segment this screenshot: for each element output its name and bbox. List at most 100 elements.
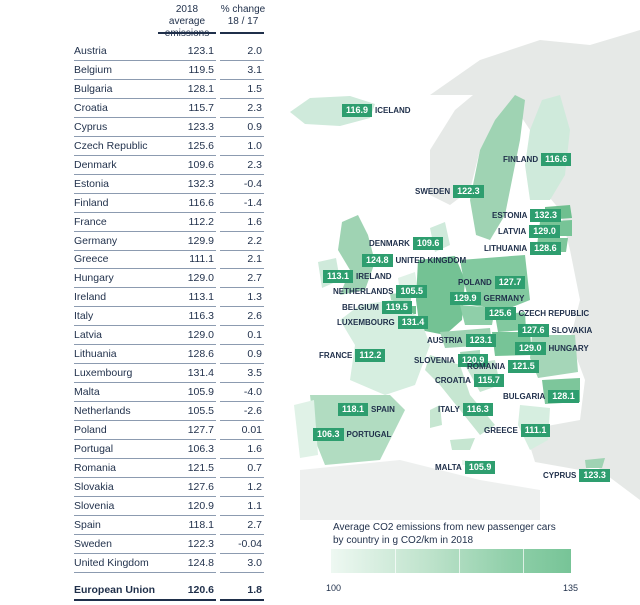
emissions-value: 119.5 [188, 63, 215, 76]
table-row: France 112.2 1.6 [0, 213, 300, 232]
row-divider [220, 401, 264, 403]
map-country-name: POLAND [458, 277, 492, 287]
map-value-badge: 116.6 [541, 152, 572, 166]
row-divider [220, 97, 264, 99]
map-value-badge: 128.1 [548, 389, 579, 403]
table-row: Hungary 129.0 2.7 [0, 269, 300, 289]
map-label-spain: 118.1 SPAIN [338, 402, 398, 416]
map-value-badge: 105.5 [396, 284, 427, 298]
country-name: Bulgaria [74, 82, 113, 95]
legend-title-line2: by country in g CO2/km in 2018 [333, 535, 474, 546]
percent-change-value: 0.01 [241, 424, 262, 436]
map-country-name: LUXEMBOURG [337, 317, 395, 327]
row-divider [74, 439, 216, 440]
table-row: Malta 105.9 -4.0 [0, 383, 300, 403]
total-change: 1.8 [247, 584, 262, 596]
emissions-value: 129.0 [187, 272, 214, 285]
land-sicily [450, 438, 475, 450]
emissions-value: 112.2 [188, 215, 215, 228]
map-label-malta: MALTA 105.9 [432, 460, 496, 474]
map-label-hungary: 129.0 HUNGARY [515, 341, 592, 355]
row-divider [220, 571, 264, 573]
row-divider [74, 599, 216, 601]
map-label-estonia: ESTONIA 132.3 [489, 208, 561, 222]
map-value-badge: 119.5 [381, 300, 412, 314]
map-label-sweden: SWEDEN 122.3 [412, 184, 484, 198]
table-row: Romania 121.5 0.7 [0, 459, 300, 478]
total-country: European Union [74, 584, 156, 596]
map-country-name: CZECH REPUBLIC [518, 308, 590, 318]
percent-change-value: 0.9 [247, 120, 262, 133]
map-value-badge: 129.0 [515, 341, 546, 355]
map-label-croatia: CROATIA 115.7 [432, 373, 504, 387]
percent-change-value: 1.2 [247, 480, 262, 493]
percent-change-value: -1.4 [243, 196, 262, 209]
table-row: Lithuania 128.6 0.9 [0, 345, 300, 365]
row-divider [74, 78, 216, 80]
emissions-value: 113.1 [188, 291, 215, 304]
row-divider [74, 192, 216, 194]
land-finland [525, 95, 570, 200]
country-name: Poland [74, 424, 107, 436]
emissions-value: 128.6 [187, 348, 214, 361]
map-country-name: CYPRUS [543, 470, 577, 480]
emissions-value: 120.9 [187, 499, 214, 512]
emissions-value: 118.1 [188, 518, 215, 531]
row-divider [74, 306, 216, 308]
map-value-badge: 118.1 [338, 402, 369, 416]
percent-change-value: 1.6 [247, 215, 262, 228]
emissions-value: 123.3 [187, 120, 214, 133]
land-sardinia [430, 405, 442, 428]
country-name: Slovenia [74, 499, 115, 512]
legend-title: Average CO2 emissions from new passenger… [333, 521, 593, 547]
map-country-name: SLOVENIA [414, 355, 455, 365]
table-row: Austria 123.1 2.0 [0, 42, 300, 61]
row-divider [220, 457, 264, 459]
map-country-name: GREECE [484, 425, 518, 435]
country-name: Ireland [74, 291, 107, 304]
row-divider [220, 306, 264, 308]
land-norway [430, 70, 535, 205]
row-divider [220, 230, 264, 232]
percent-change-value: 3.5 [247, 367, 262, 380]
map-value-badge: 123.3 [579, 468, 610, 482]
country-name: Latvia [74, 329, 103, 342]
row-divider [74, 344, 216, 346]
map-value-badge: 105.9 [464, 460, 496, 474]
table-row: Belgium 119.5 3.1 [0, 61, 300, 80]
land-portugal [294, 400, 318, 458]
map-label-czech-republic: 125.6 CZECH REPUBLIC [485, 306, 592, 320]
map-label-finland: FINLAND 116.6 [500, 152, 572, 166]
percent-change-value: 0.7 [247, 461, 262, 474]
country-name: Spain [74, 518, 101, 531]
map-country-name: HUNGARY [548, 343, 589, 353]
percent-change-value: 2.1 [247, 253, 262, 266]
map-value-badge: 112.2 [355, 348, 386, 362]
legend-color-scale [331, 549, 571, 573]
map-label-cyprus: CYPRUS 123.3 [540, 468, 610, 482]
row-divider [220, 552, 264, 554]
row-divider [220, 439, 264, 440]
land-non-eu [430, 30, 640, 500]
map-value-badge: 116.3 [462, 402, 493, 416]
map-value-badge: 122.3 [453, 184, 484, 198]
land-africa [300, 460, 540, 520]
percent-change-value: 1.1 [247, 499, 262, 512]
map-country-name: SWEDEN [415, 186, 451, 196]
percent-change-value: 2.2 [247, 234, 262, 247]
map-label-bulgaria: BULGARIA 128.1 [500, 389, 579, 403]
map-country-name: GERMANY [483, 293, 525, 303]
table-row: Portugal 106.3 1.6 [0, 440, 300, 459]
row-divider [74, 268, 216, 270]
map-shapes [290, 30, 640, 520]
row-divider [220, 78, 264, 80]
percent-change-value: 1.3 [247, 291, 262, 304]
map-label-romania: ROMANIA 121.5 [464, 359, 539, 373]
emissions-value: 116.3 [188, 310, 215, 323]
row-divider [74, 514, 216, 516]
map-country-name: PORTUGAL [346, 429, 392, 439]
table-row: Sweden 122.3 -0.04 [0, 535, 300, 554]
emissions-value: 116.6 [188, 196, 215, 209]
country-name: United Kingdom [74, 556, 149, 569]
header-average-emissions: 2018 average emissions [165, 4, 209, 39]
